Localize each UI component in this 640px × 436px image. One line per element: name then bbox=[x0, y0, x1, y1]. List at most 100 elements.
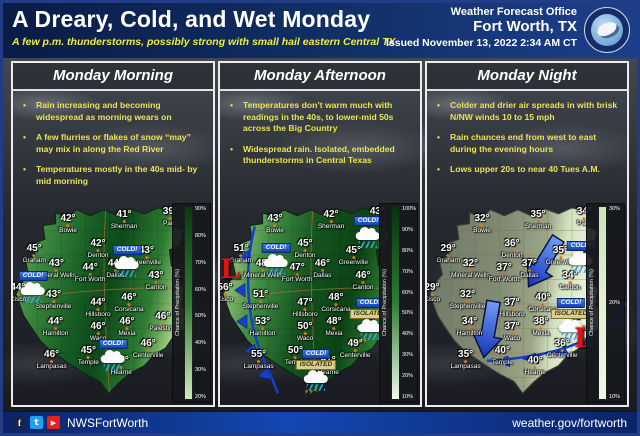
city-dot bbox=[122, 220, 126, 224]
city-temp-label: 46° Corsicana bbox=[114, 292, 143, 313]
temperature-value: 46° bbox=[355, 269, 371, 281]
city-dot bbox=[334, 303, 338, 307]
scale-tick-label: 30% bbox=[402, 352, 414, 359]
city-temp-label: 36° Denton bbox=[502, 238, 523, 259]
youtube-icon[interactable]: ▶ bbox=[47, 416, 60, 429]
city-dot bbox=[88, 273, 92, 277]
city-temp-label: 46° Centerville bbox=[133, 338, 164, 359]
temperature-value: 37° bbox=[504, 297, 520, 309]
cold-label: COLD! bbox=[18, 271, 48, 282]
city-temp-label: 34° Hamilton bbox=[457, 317, 483, 338]
city-name: Graham bbox=[229, 256, 253, 264]
city-dot bbox=[468, 269, 472, 273]
cloud-icon bbox=[356, 227, 380, 241]
temperature-value: 42° bbox=[90, 237, 106, 249]
city-temp-label: 43° Bowie bbox=[266, 214, 284, 235]
temperature-value: 46° bbox=[119, 316, 135, 328]
city-temp-label: 34° Canton bbox=[560, 270, 581, 291]
city-dot bbox=[16, 293, 20, 297]
mix-cloud-icon: ❄❄ bbox=[558, 318, 586, 343]
city-name: Sherman bbox=[317, 223, 345, 231]
city-dot bbox=[96, 308, 100, 312]
facebook-icon[interactable]: f bbox=[13, 416, 26, 429]
city-temp-label: 41° Sherman bbox=[111, 210, 137, 231]
temperature-value: 42° bbox=[323, 209, 339, 221]
city-name: Dallas bbox=[106, 272, 125, 280]
city-name: Hillsboro bbox=[292, 311, 318, 319]
rain-cloud-icon bbox=[100, 349, 126, 371]
scale-tick-label: 50% bbox=[195, 313, 207, 320]
city-name: Waco bbox=[296, 335, 314, 343]
city-temp-label: 44° Hillsboro bbox=[85, 297, 110, 318]
rain-cloud-icon bbox=[355, 227, 381, 249]
rain-cloud-icon bbox=[114, 255, 140, 277]
website-link[interactable]: weather.gov/fortworth bbox=[512, 415, 627, 430]
city-name: Cisco bbox=[427, 296, 441, 304]
city-temp-label: 45° Temple bbox=[78, 346, 99, 367]
weather-badge: COLD! bbox=[18, 264, 48, 304]
cloud-icon bbox=[569, 251, 593, 265]
city-dot bbox=[239, 253, 243, 257]
temperature-value: 46° bbox=[155, 310, 171, 322]
storm-cloud-icon: ⚡⚡ bbox=[357, 318, 383, 345]
scale-tick-label: 80% bbox=[402, 247, 414, 254]
city-dot bbox=[558, 256, 562, 260]
city-name: Lampasas bbox=[36, 363, 67, 371]
city-temp-label: 44° Fort Worth bbox=[75, 262, 106, 283]
city-dot bbox=[161, 321, 165, 325]
city-name: Centerville bbox=[132, 351, 164, 359]
city-temp-label: 46° Palestine bbox=[149, 311, 176, 332]
city-dot bbox=[146, 348, 150, 352]
temperature-value: 40° bbox=[535, 292, 551, 304]
temperature-value: 43° bbox=[138, 245, 154, 257]
city-name: Denton bbox=[294, 251, 316, 259]
bullet-item: Widespread rain. Isolated, embedded thun… bbox=[230, 144, 412, 167]
header: A Dreary, Cold, and Wet Monday A few p.m… bbox=[3, 3, 637, 58]
temperature-value: 38° bbox=[533, 316, 549, 328]
city-name: Corsicana bbox=[528, 306, 558, 314]
city-temp-label: 56° Cisco bbox=[220, 283, 233, 304]
city-dot bbox=[303, 308, 307, 312]
footer: f t ▶ NWSFortWorth weather.gov/fortworth bbox=[3, 412, 637, 433]
temperature-value: 32° bbox=[460, 289, 476, 301]
twitter-icon[interactable]: t bbox=[30, 416, 43, 429]
scale-tick-label: 30% bbox=[195, 367, 207, 374]
city-dot bbox=[464, 360, 468, 364]
city-temp-label: 39° Paris bbox=[163, 206, 178, 227]
temperature-value: 40° bbox=[494, 345, 510, 357]
city-name: Mineral Wells bbox=[36, 272, 76, 280]
cold-label: COLD! bbox=[112, 244, 142, 255]
temperature-value: 44° bbox=[13, 282, 26, 294]
city-name: Waco bbox=[90, 335, 106, 342]
city-name: Hearne bbox=[110, 369, 132, 377]
city-name: Mexia bbox=[118, 330, 136, 338]
temperature-value: 35° bbox=[530, 209, 546, 221]
city-temp-label: 43° Greenville bbox=[132, 246, 161, 267]
city-name: Greenville bbox=[545, 259, 576, 267]
scale-tick-label: 50% bbox=[402, 310, 414, 317]
county-grid bbox=[222, 207, 396, 394]
panel-monday-night: Monday Night Colder and drier air spread… bbox=[425, 61, 629, 407]
city-name: Fort Worth bbox=[488, 276, 520, 284]
city-temp-label: 50° Waco bbox=[297, 321, 313, 342]
city-dot bbox=[541, 303, 545, 307]
rain-icon bbox=[306, 383, 325, 391]
city-dot bbox=[66, 224, 70, 228]
social-handle[interactable]: NWSFortWorth bbox=[67, 415, 149, 430]
scale-labels: 30% 20% 10% bbox=[607, 206, 622, 400]
temperature-value: 45° bbox=[26, 242, 42, 254]
cloud-icon bbox=[21, 282, 45, 296]
temperature-value: 37° bbox=[521, 258, 537, 270]
city-name: Canton bbox=[145, 283, 167, 291]
scale-tick-label: 70% bbox=[195, 259, 207, 266]
city-temp-label: 49° Centerville bbox=[340, 338, 371, 359]
city-temp-label: 53° Hamilton bbox=[250, 317, 276, 338]
scale-colorbar bbox=[184, 206, 193, 400]
temperature-value: 29° bbox=[440, 242, 456, 254]
temperature-value: 45° bbox=[345, 245, 361, 257]
lightning-icon: ⚡⚡ bbox=[303, 387, 314, 396]
temperature-value: 48° bbox=[326, 316, 342, 328]
city-name: Greenville bbox=[131, 259, 162, 267]
cold-label: COLD! bbox=[261, 242, 291, 253]
temperature-value: 43° bbox=[48, 258, 64, 270]
